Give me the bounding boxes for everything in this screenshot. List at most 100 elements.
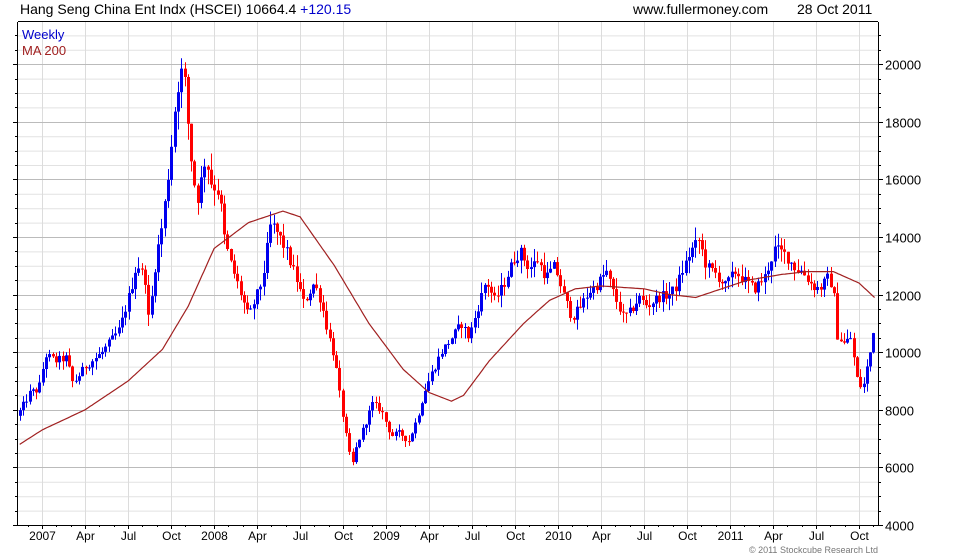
candle-up	[411, 433, 414, 442]
candle-down	[747, 276, 750, 281]
candle-up	[434, 369, 437, 372]
y-tick-label: 16000	[885, 173, 921, 188]
candle-up	[586, 297, 589, 299]
candle-down	[226, 234, 229, 250]
candle-down	[315, 284, 318, 289]
candle-up	[629, 307, 632, 313]
x-tick-label: 2008	[201, 529, 228, 543]
candle-down	[803, 270, 806, 276]
candle-down	[559, 275, 562, 287]
candle-down	[306, 298, 309, 301]
candle-up	[863, 383, 866, 388]
candle-up	[121, 317, 124, 328]
candle-down	[85, 366, 88, 369]
candle-down	[302, 289, 305, 299]
candle-up	[592, 286, 595, 293]
candle-down	[243, 294, 246, 303]
candle-up	[655, 295, 658, 304]
y-tick-label: 8000	[885, 404, 914, 419]
x-tick-label: Apr	[76, 529, 95, 543]
candle-down	[282, 235, 285, 248]
x-tick-label: Jul	[121, 529, 136, 543]
candle-down	[714, 268, 717, 273]
candle-down	[619, 301, 622, 312]
candle-down	[787, 251, 790, 264]
candle-down	[718, 272, 721, 282]
candle-down	[391, 432, 394, 436]
candle-up	[451, 338, 454, 344]
x-tick-label: Apr	[420, 529, 439, 543]
candle-up	[582, 298, 585, 308]
candle-up	[599, 276, 602, 291]
candle-up	[474, 318, 477, 328]
candle-up	[678, 274, 681, 292]
candle-down	[569, 301, 572, 318]
candle-down	[675, 286, 678, 292]
candle-up	[128, 293, 131, 312]
candle-down	[658, 295, 661, 303]
candle-down	[701, 240, 704, 250]
candle-down	[325, 310, 328, 330]
copyright: © 2011 Stockcube Research Ltd	[748, 545, 878, 555]
candle-down	[187, 76, 190, 124]
candle-up	[823, 278, 826, 290]
x-tick-label: Oct	[334, 529, 353, 543]
candle-up	[22, 401, 25, 411]
candle-up	[464, 326, 467, 329]
candle-up	[447, 343, 450, 345]
candle-down	[230, 249, 233, 261]
candle-up	[484, 284, 487, 294]
candle-down	[335, 355, 338, 369]
candle-up	[691, 247, 694, 258]
candle-up	[520, 247, 523, 261]
candle-up	[259, 286, 262, 290]
candle-up	[454, 329, 457, 339]
candle-up	[764, 274, 767, 283]
candle-down	[493, 292, 496, 296]
candle-up	[180, 68, 183, 93]
x-tick-label: Jul	[637, 529, 652, 543]
candle-up	[510, 262, 513, 277]
candle-down	[276, 223, 279, 232]
y-tick-label: 14000	[885, 231, 921, 246]
candle-up	[362, 427, 365, 440]
site-link[interactable]: www.fullermoney.com	[633, 1, 769, 17]
candle-down	[233, 260, 236, 274]
candle-down	[833, 287, 836, 294]
candle-down	[220, 194, 223, 204]
candle-up	[777, 245, 780, 247]
candle-up	[398, 430, 401, 432]
candle-up	[708, 263, 711, 268]
candle-down	[503, 285, 506, 287]
candle-up	[507, 276, 510, 287]
candle-down	[193, 161, 196, 186]
candle-up	[154, 272, 157, 297]
candle-up	[95, 358, 98, 362]
chart-date: 28 Oct 2011	[797, 1, 873, 17]
candle-up	[668, 294, 671, 299]
candle-down	[141, 268, 144, 270]
candle-up	[111, 335, 114, 340]
candle-up	[157, 244, 160, 273]
candle-down	[807, 275, 810, 282]
candle-down	[210, 169, 213, 185]
candle-up	[546, 272, 549, 279]
candle-down	[573, 317, 576, 320]
candle-up	[774, 246, 777, 262]
candle-up	[427, 381, 430, 391]
candle-down	[55, 356, 58, 363]
candle-up	[849, 338, 852, 340]
candle-down	[734, 271, 737, 274]
candle-down	[820, 286, 823, 290]
x-tick-label: Oct	[678, 529, 697, 543]
candle-down	[751, 280, 754, 283]
candle-down	[404, 435, 407, 442]
candle-up	[431, 371, 434, 382]
candle-up	[124, 311, 127, 318]
candle-up	[203, 166, 206, 178]
candle-down	[859, 376, 862, 388]
candle-up	[872, 333, 875, 353]
candle-down	[240, 281, 243, 295]
candle-down	[813, 283, 816, 291]
candle-up	[444, 344, 447, 354]
